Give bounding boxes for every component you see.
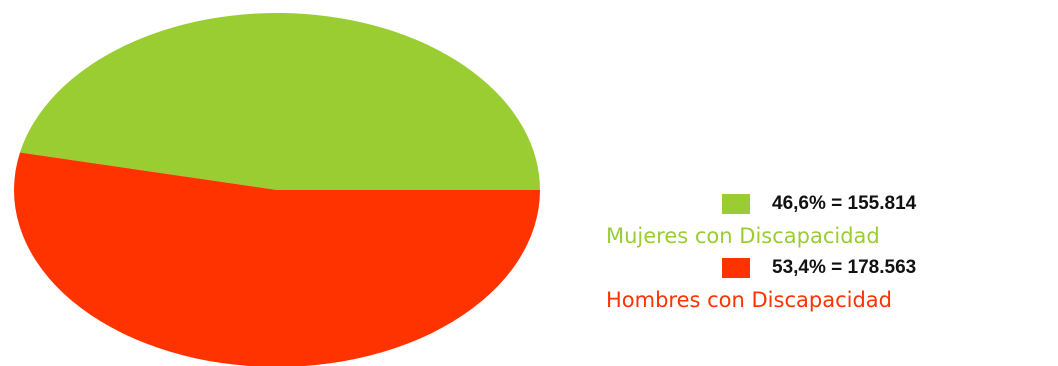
legend-label-hombres: Hombres con Discapacidad <box>606 288 892 312</box>
pie-slice-hombres <box>14 152 540 366</box>
legend-value-hombres: 53,4% = 178.563 <box>772 257 917 278</box>
legend-swatch-mujeres <box>722 194 750 214</box>
legend-label-mujeres: Mujeres con Discapacidad <box>606 224 880 248</box>
chart-legend: 46,6% = 155.814 Mujeres con Discapacidad… <box>606 190 1056 318</box>
pie-slice-mujeres <box>19 12 541 190</box>
legend-entry-mujeres: 46,6% = 155.814 Mujeres con Discapacidad <box>606 190 1056 254</box>
legend-value-mujeres: 46,6% = 155.814 <box>772 193 917 214</box>
legend-swatch-hombres <box>722 258 750 278</box>
pie-plot-area <box>14 12 541 366</box>
legend-entry-hombres: 53,4% = 178.563 Hombres con Discapacidad <box>606 254 1056 318</box>
